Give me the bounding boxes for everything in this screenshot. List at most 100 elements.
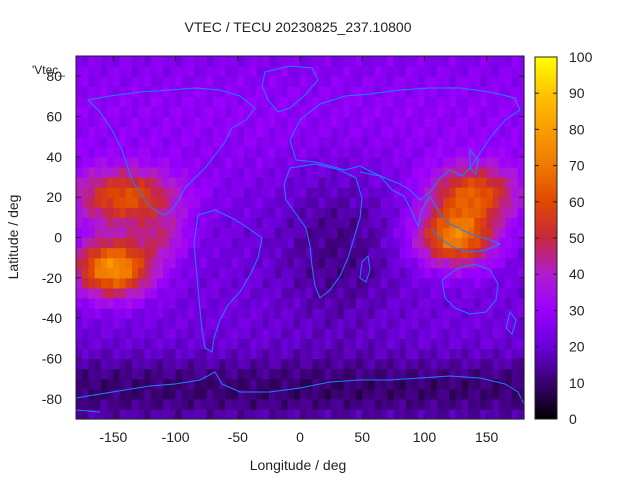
heatmap-cell (244, 318, 251, 329)
heatmap-cell (362, 358, 370, 370)
heatmap-cell (188, 308, 195, 319)
heatmap-cell (119, 358, 127, 370)
heatmap-cell (194, 76, 202, 87)
heatmap-cell (418, 96, 426, 108)
heatmap-cell (368, 408, 376, 420)
heatmap-cell (474, 166, 482, 178)
heatmap-cell (200, 287, 208, 299)
heatmap-cell (156, 66, 164, 77)
heatmap-cell (511, 267, 519, 279)
heatmap-cell (76, 277, 83, 289)
heatmap-cell (181, 277, 189, 289)
heatmap-cell (244, 136, 251, 148)
heatmap-cell (119, 328, 127, 339)
heatmap-cell (505, 408, 513, 420)
coastline-greenland (261, 65, 319, 113)
heatmap-cell (405, 388, 413, 400)
heatmap-cell (486, 287, 494, 299)
heatmap-cell (150, 298, 158, 309)
heatmap-cell (250, 298, 258, 309)
heatmap-cell (156, 126, 164, 138)
heatmap-cell (436, 76, 444, 87)
heatmap-cell (499, 287, 506, 299)
heatmap-cell (412, 368, 419, 380)
heatmap-cell (468, 237, 475, 249)
heatmap-cell (362, 348, 370, 360)
heatmap-cell (461, 136, 469, 148)
heatmap-cell (88, 56, 96, 67)
heatmap-cell (306, 227, 314, 239)
heatmap-cell (405, 86, 413, 97)
heatmap-cell (82, 378, 90, 390)
heatmap-cell (480, 348, 488, 360)
heatmap-cell (436, 257, 444, 269)
heatmap-cell (405, 368, 413, 380)
heatmap-cell (175, 287, 183, 299)
colorbar-tick-label: 60 (569, 194, 585, 210)
heatmap-cell (219, 76, 226, 87)
heatmap-cell (312, 287, 320, 299)
heatmap-cell (430, 237, 438, 249)
heatmap-cell (324, 398, 332, 410)
heatmap-cell (368, 398, 376, 410)
heatmap-cell (194, 237, 202, 249)
heatmap-cell (219, 187, 226, 198)
heatmap-cell (368, 328, 376, 339)
heatmap-cell (511, 237, 519, 249)
heatmap-cell (387, 156, 394, 168)
heatmap-cell (418, 166, 426, 178)
heatmap-cell (492, 217, 500, 229)
heatmap-cell (262, 76, 270, 87)
heatmap-cell (368, 156, 376, 168)
heatmap-cell (499, 136, 506, 148)
heatmap-cell (474, 277, 482, 289)
heatmap-cell (337, 126, 345, 138)
heatmap-cell (368, 287, 376, 299)
heatmap-cell (480, 318, 488, 329)
heatmap-cell (144, 267, 152, 279)
heatmap-cell (511, 348, 519, 360)
heatmap-cell (324, 247, 332, 259)
coastline-north-america (86, 87, 256, 216)
heatmap-cell (212, 227, 220, 239)
heatmap-cell (163, 96, 170, 108)
heatmap-cell (337, 318, 345, 329)
heatmap-cell (380, 156, 388, 168)
heatmap-cell (107, 348, 114, 360)
heatmap-cell (486, 358, 494, 370)
heatmap-cell (443, 156, 450, 168)
heatmap-cell (237, 177, 245, 188)
heatmap-cell (511, 227, 519, 239)
heatmap-cell (113, 76, 121, 87)
heatmap-cell (262, 257, 270, 269)
heatmap-cell (461, 388, 469, 400)
heatmap-cell (150, 66, 158, 77)
heatmap-cell (486, 378, 494, 390)
heatmap-cell (281, 136, 289, 148)
heatmap-cell (343, 197, 351, 208)
heatmap-cell (331, 257, 338, 269)
heatmap-cell (387, 166, 394, 178)
heatmap-cell (424, 287, 432, 299)
heatmap-cell (399, 267, 407, 279)
heatmap-cell (474, 237, 482, 249)
heatmap-cell (256, 348, 264, 360)
heatmap-cell (268, 378, 276, 390)
colorbar-tick-label: 10 (569, 375, 585, 391)
heatmap-cell (474, 338, 482, 350)
heatmap-cell (219, 207, 226, 218)
heatmap-cell (337, 56, 345, 67)
heatmap-cell (374, 56, 382, 67)
heatmap-cell (287, 156, 295, 168)
heatmap-cell (436, 146, 444, 158)
heatmap-cell (150, 368, 158, 380)
heatmap-cell (156, 146, 164, 158)
heatmap-cell (356, 86, 363, 97)
heatmap-cell (281, 308, 289, 319)
heatmap-cell (362, 187, 370, 198)
heatmap-cell (318, 126, 326, 138)
heatmap-cell (281, 227, 289, 239)
heatmap-cell (188, 287, 195, 299)
heatmap-cell (430, 328, 438, 339)
heatmap-cell (318, 368, 326, 380)
